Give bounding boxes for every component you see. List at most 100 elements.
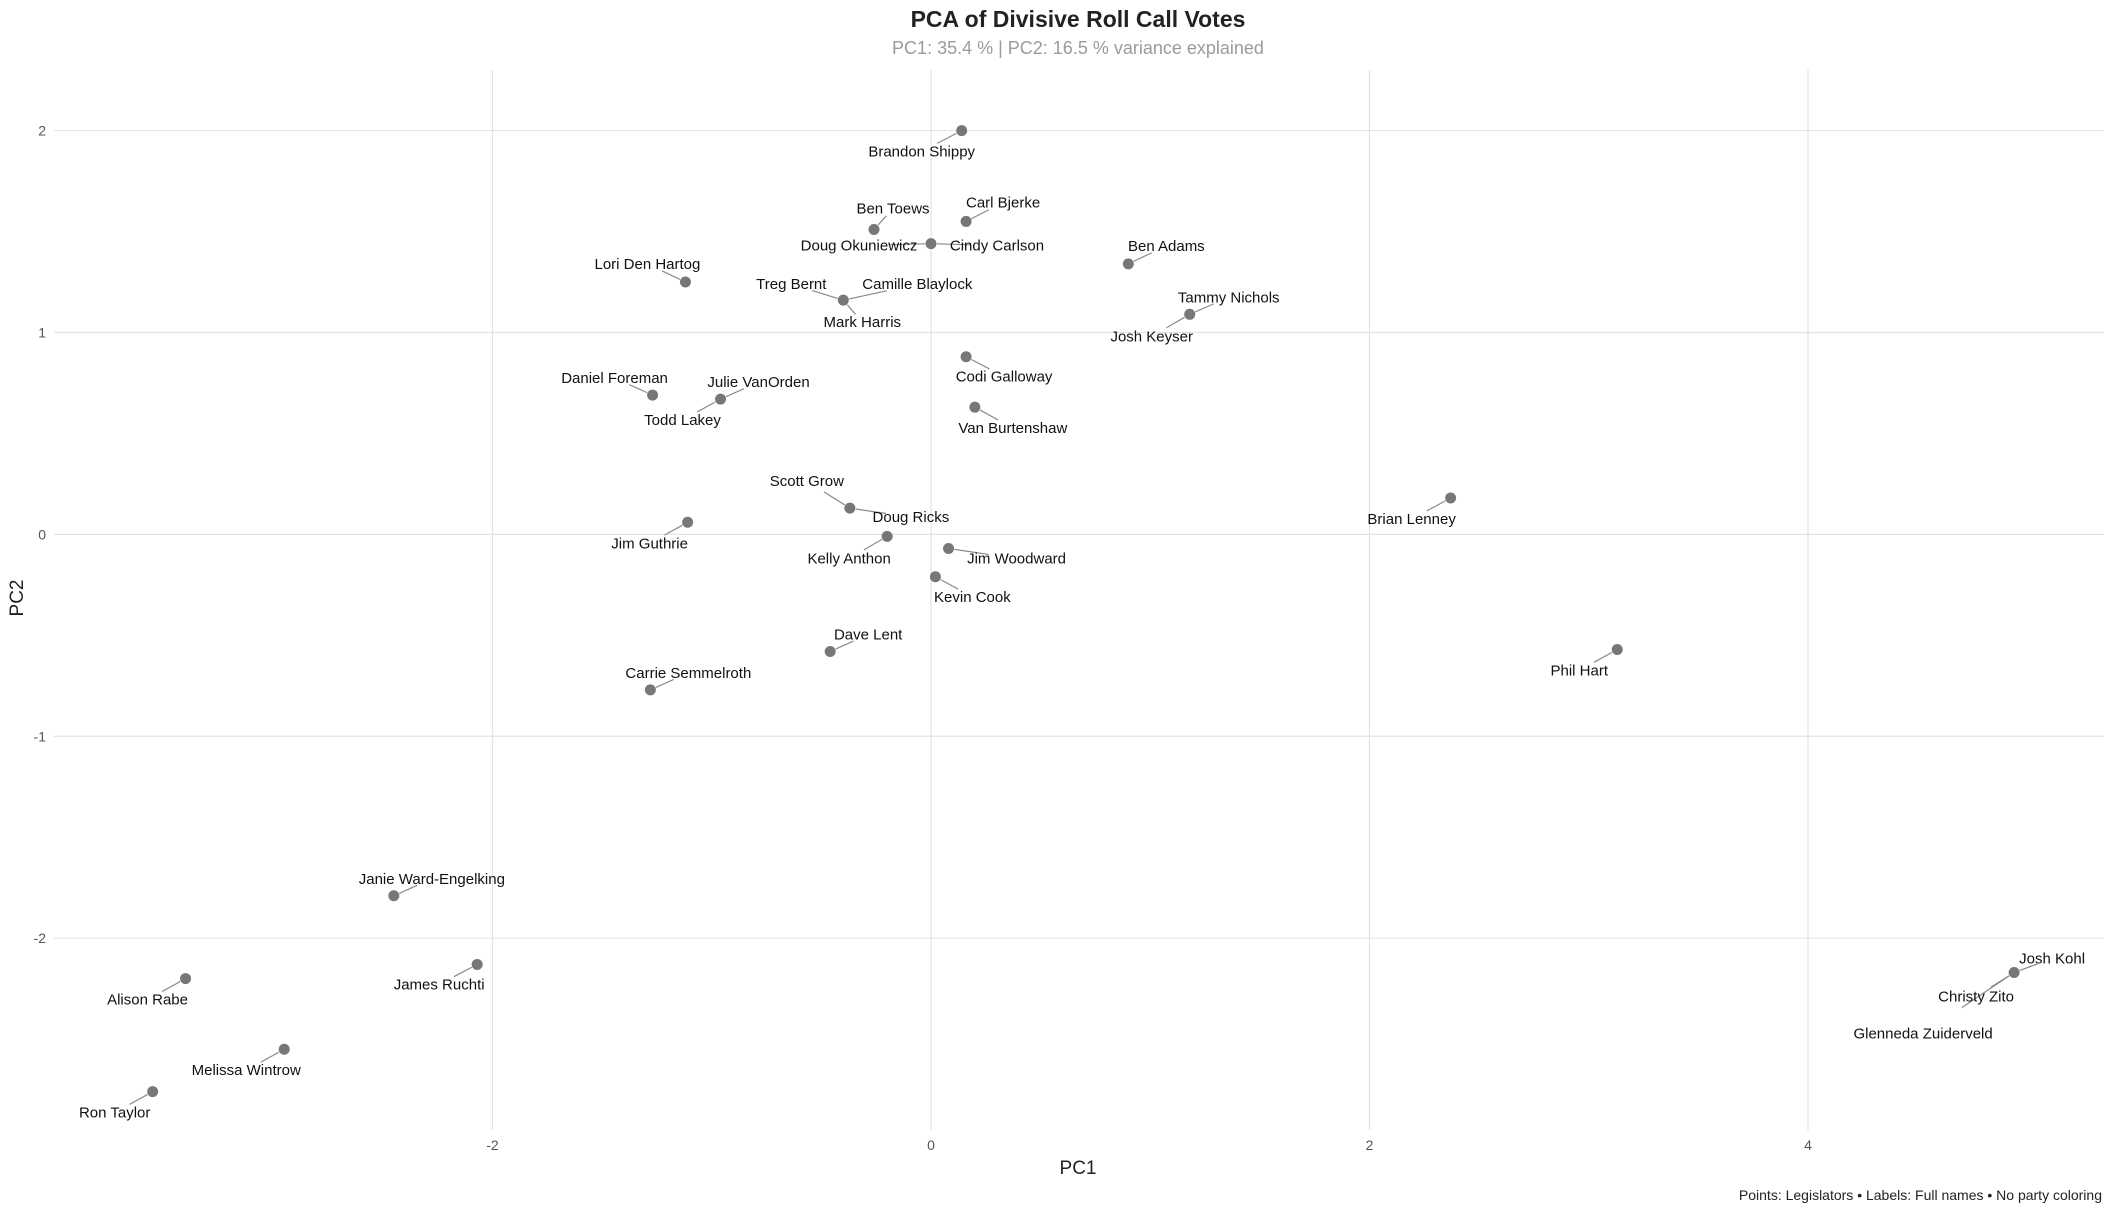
point-label: Melissa Wintrow [192, 1062, 301, 1079]
point-label: Jim Woodward [967, 551, 1066, 568]
data-point [881, 530, 893, 542]
point-label: Treg Bernt [756, 276, 827, 293]
point-label: Daniel Foreman [561, 370, 668, 387]
point-label: Van Burtenshaw [958, 420, 1067, 437]
point-label: Ben Toews [856, 201, 929, 218]
label-leader-line [971, 209, 990, 220]
label-leader-line [954, 548, 989, 556]
point-labels: Brandon Shippy Ben Toews Carl Bjerke Doug O… [79, 144, 2085, 1122]
data-point [960, 351, 972, 363]
point-label: Cindy Carlson [950, 238, 1044, 255]
point-label: Doug Okuniewicz [801, 238, 918, 255]
grid [54, 70, 2104, 1130]
point-label: Brandon Shippy [868, 144, 975, 161]
data-point [2008, 967, 2020, 979]
label-leader-line [940, 579, 959, 590]
label-leader-line [628, 384, 648, 394]
label-leader-line [2019, 963, 2038, 972]
axis-tick-labels: -2 0 2 4 -2 -1 0 1 2 [34, 123, 1813, 1153]
data-point [471, 958, 483, 970]
point-label: Ben Adams [1128, 238, 1205, 255]
data-points [147, 125, 2020, 1098]
label-leader-line [1961, 975, 2010, 1009]
data-point [647, 389, 659, 401]
data-point [844, 502, 856, 514]
data-point [682, 516, 694, 528]
chart-title: PCA of Divisive Roll Call Votes [911, 6, 1246, 32]
point-label: Josh Kohl [2019, 951, 2085, 968]
point-label: Carrie Semmelroth [625, 665, 751, 682]
data-point [1611, 643, 1623, 655]
y-tick-label: -2 [34, 930, 47, 946]
point-label: Brian Lenney [1367, 511, 1456, 528]
y-tick-label: 0 [38, 526, 46, 542]
label-leader-line [835, 640, 854, 650]
data-point [1184, 308, 1196, 320]
point-label: Janie Ward-Engelking [359, 871, 505, 888]
label-leader-line [846, 304, 856, 315]
data-point [925, 238, 937, 250]
label-leader-line [664, 524, 683, 536]
data-point [715, 393, 727, 405]
point-label: Tammy Nichols [1178, 289, 1280, 306]
x-tick-label: 0 [927, 1137, 935, 1153]
data-point [943, 543, 955, 555]
label-leader-line [979, 409, 999, 421]
point-label: Todd Lakey [644, 412, 721, 429]
data-point [1122, 258, 1134, 270]
y-tick-label: 2 [38, 123, 46, 139]
data-point [929, 571, 941, 583]
point-label: James Ruchti [394, 976, 485, 993]
label-leader-line [161, 980, 181, 992]
point-label: Doug Ricks [873, 509, 950, 526]
data-point [969, 401, 981, 413]
label-leader-line [661, 270, 681, 280]
data-point [837, 294, 849, 306]
data-point [960, 215, 972, 227]
label-leader-line [811, 290, 838, 299]
point-label: Jim Guthrie [611, 535, 688, 552]
data-point [644, 684, 656, 696]
label-leader-line [655, 678, 674, 688]
point-label: Christy Zito [1938, 989, 2014, 1006]
label-leader-line [399, 884, 418, 894]
y-axis-title: PC2 [7, 580, 28, 617]
x-tick-label: 4 [1804, 1137, 1812, 1153]
point-label: Ron Taylor [79, 1105, 150, 1122]
point-label: Carl Bjerke [966, 194, 1040, 211]
point-label: Alison Rabe [107, 992, 188, 1009]
data-point [1445, 492, 1457, 504]
data-point [278, 1043, 290, 1055]
chart-caption: Points: Legislators • Labels: Full names… [1739, 1187, 2102, 1203]
data-point [679, 276, 691, 288]
point-label: Scott Grow [770, 473, 844, 490]
point-label: Julie VanOrden [707, 374, 809, 391]
data-point [388, 890, 400, 902]
point-label: Kevin Cook [934, 589, 1011, 606]
point-label: Phil Hart [1550, 662, 1608, 679]
data-point [956, 125, 968, 137]
label-leader-line [1166, 316, 1185, 329]
label-leader-line [129, 1094, 148, 1106]
label-leader-line [823, 491, 846, 506]
y-tick-label: -1 [34, 728, 47, 744]
x-tick-label: -2 [486, 1137, 499, 1153]
point-label: Camille Blaylock [862, 276, 973, 293]
label-leader-line [1593, 651, 1613, 663]
data-point [180, 973, 192, 985]
label-leader-lines [129, 132, 2038, 1106]
label-leader-line [937, 132, 957, 144]
label-leader-line [725, 388, 745, 398]
point-label: Lori Den Hartog [594, 256, 700, 273]
label-leader-line [1133, 252, 1152, 262]
y-tick-label: 1 [38, 324, 46, 340]
point-label: Josh Keyser [1110, 328, 1193, 345]
label-leader-line [863, 538, 883, 551]
label-leader-line [936, 243, 971, 246]
point-label: Kelly Anthon [807, 550, 890, 567]
label-leader-line [260, 1051, 280, 1063]
chart-subtitle: PC1: 35.4 % | PC2: 16.5 % variance expla… [892, 38, 1264, 58]
label-leader-line [849, 290, 887, 300]
data-point [824, 645, 836, 657]
